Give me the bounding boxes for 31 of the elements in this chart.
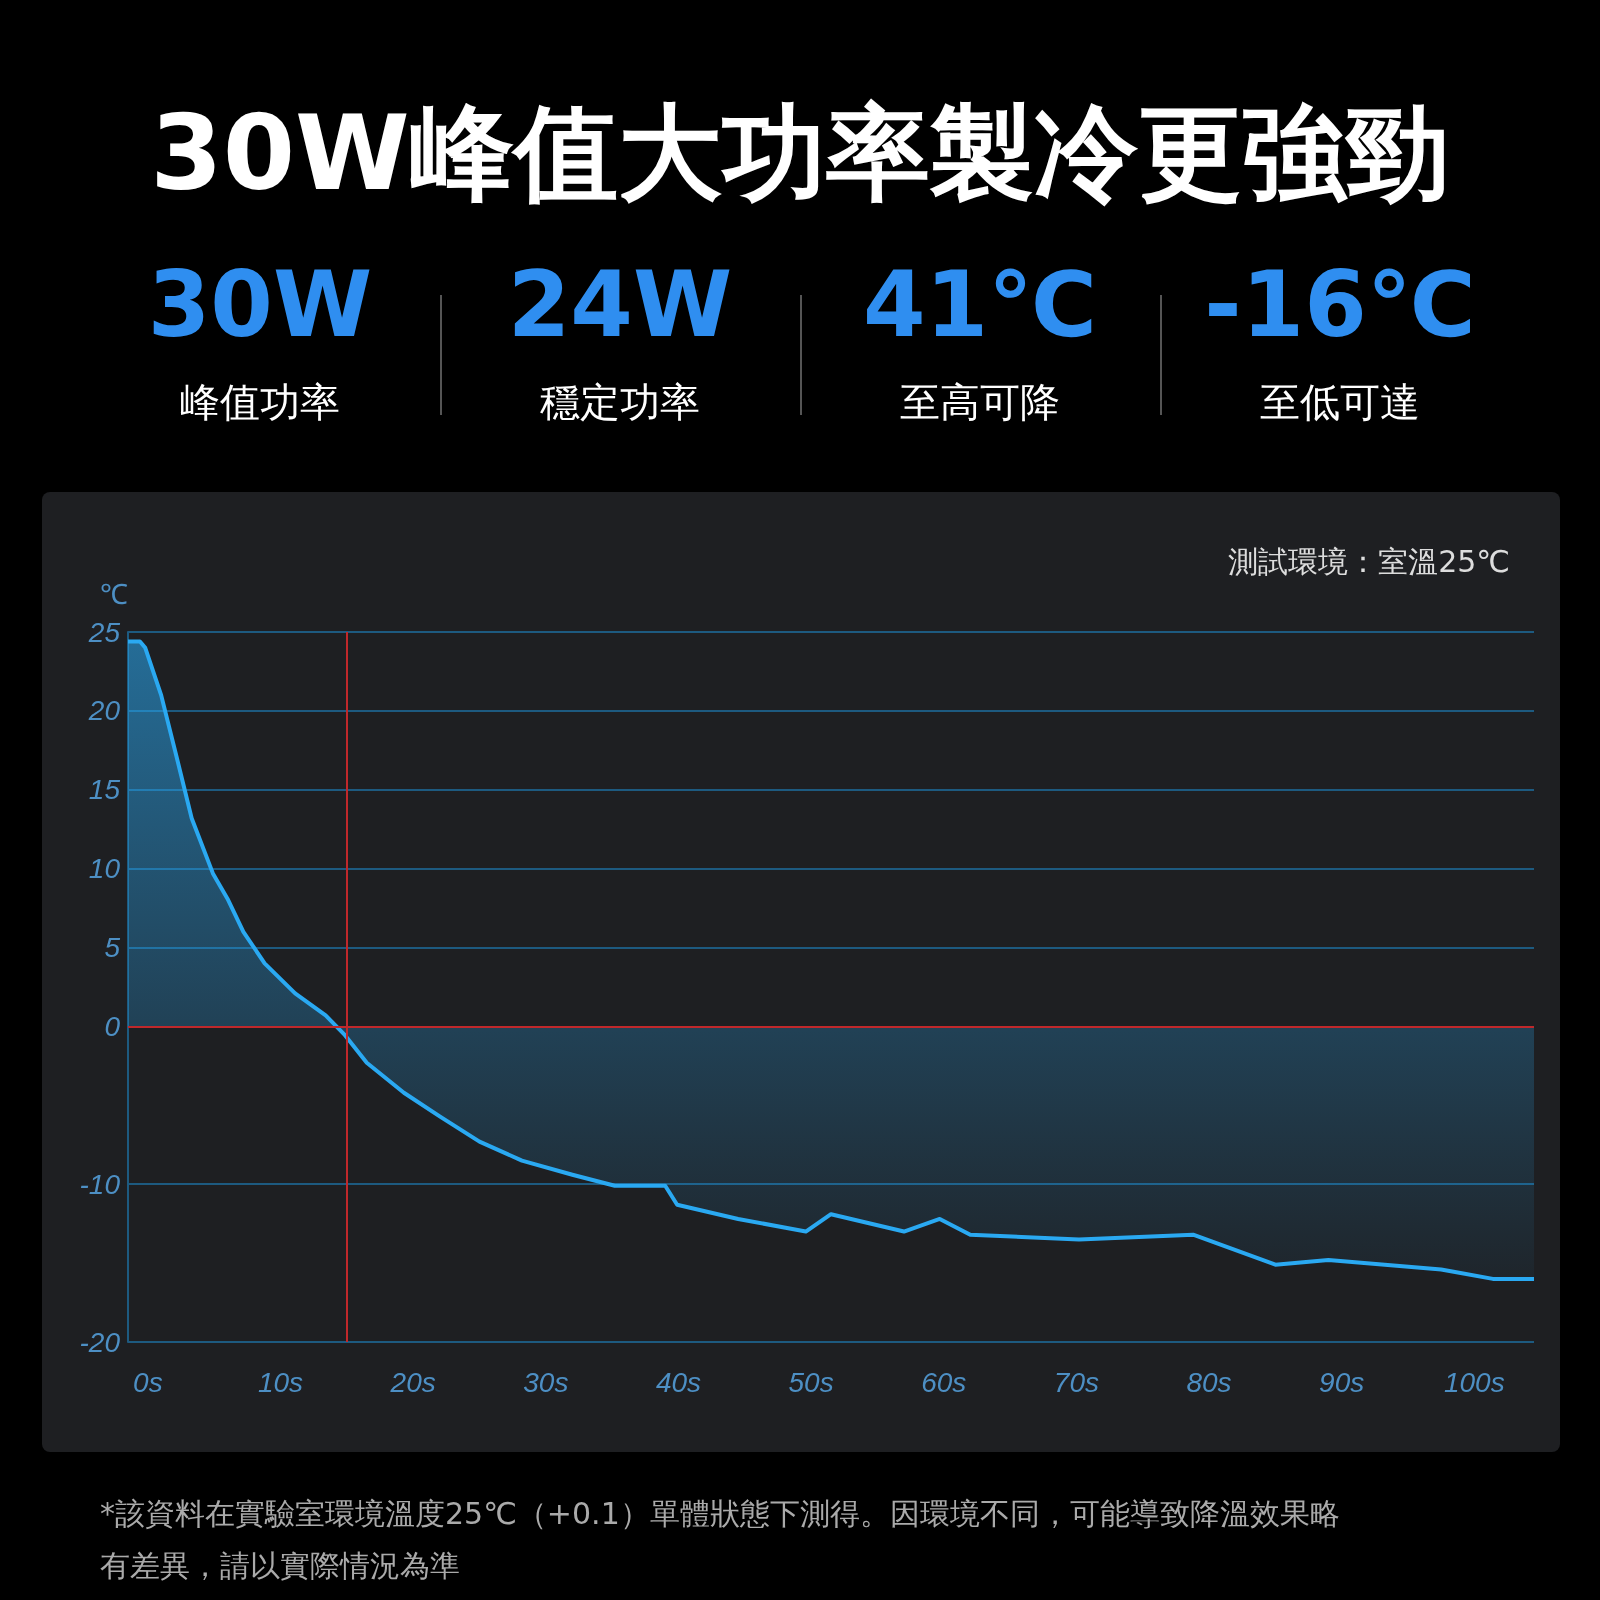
text: 30W bbox=[146, 252, 374, 357]
x-tick-label: 60s bbox=[921, 1366, 967, 1398]
x-tick-label: 100s bbox=[1443, 1366, 1505, 1398]
x-tick-label: 10s bbox=[257, 1366, 304, 1398]
y-tick-label: 0 bbox=[104, 1010, 121, 1042]
x-tick-label: 50s bbox=[788, 1366, 834, 1398]
x-tick-label: 90s bbox=[1319, 1366, 1365, 1398]
text: 41℃ bbox=[861, 252, 1099, 357]
y-tick-label: 15 bbox=[88, 774, 121, 806]
text: 至高可降 bbox=[899, 378, 1061, 427]
text: -16℃ bbox=[1203, 252, 1477, 357]
chart-title: 30W峰值大功率製冷更強勁 bbox=[149, 91, 1451, 216]
text: 測試環境：室溫25℃ bbox=[1228, 543, 1510, 581]
text: 穩定功率 bbox=[539, 378, 701, 427]
text: 至低可達 bbox=[1259, 378, 1421, 427]
y-tick-label: 10 bbox=[88, 853, 121, 885]
x-tick-label: 40s bbox=[655, 1366, 702, 1398]
x-tick-label: 30s bbox=[523, 1366, 569, 1398]
text: *該資料在實驗室環境溫度25℃（+0.1）單體狀態下測得。因環境不同，可能導致降溫效果略有差異，請以實際情況為準 bbox=[100, 1495, 1341, 1585]
text: 峰值功率 bbox=[179, 378, 341, 427]
y-tick-label: -10 bbox=[79, 1168, 121, 1200]
y-axis-title: ℃ bbox=[100, 578, 128, 610]
x-tick-label: 20s bbox=[389, 1366, 436, 1398]
x-tick-label: 0s bbox=[133, 1366, 163, 1398]
x-tick-label: 80s bbox=[1186, 1366, 1232, 1398]
x-tick-label: 70s bbox=[1053, 1366, 1099, 1398]
y-tick-label: 20 bbox=[87, 695, 121, 727]
y-tick-label: 5 bbox=[104, 932, 121, 964]
y-tick-label: 25 bbox=[87, 616, 121, 648]
text: 24W bbox=[506, 252, 734, 357]
y-tick-label: -20 bbox=[79, 1326, 121, 1358]
